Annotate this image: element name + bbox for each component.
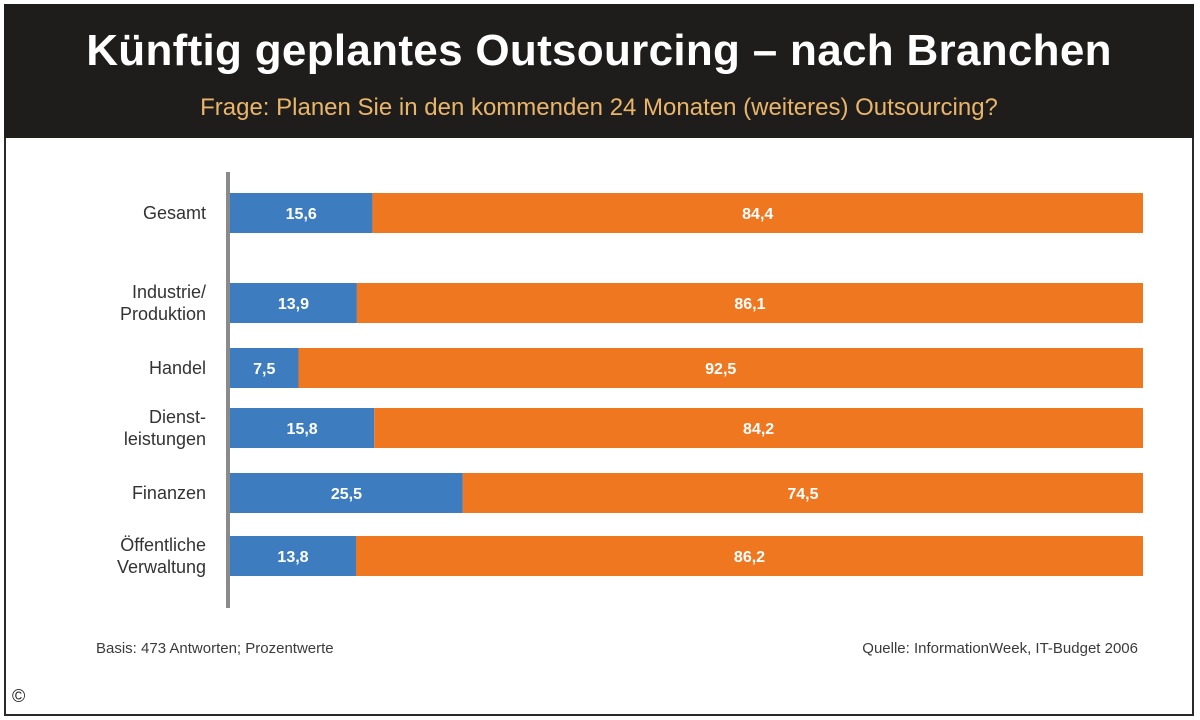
bar-segment xyxy=(462,473,1143,513)
bar-value-label: 13,9 xyxy=(278,296,309,313)
category-label: Industrie/Produktion xyxy=(120,282,206,324)
bar-value-label: 86,2 xyxy=(734,549,765,566)
bar-segment xyxy=(374,408,1143,448)
bar-value-label: 92,5 xyxy=(705,361,736,378)
category-label: Handel xyxy=(149,358,206,378)
bar-segment xyxy=(298,348,1144,388)
bar-value-label: 15,8 xyxy=(287,421,318,438)
bar-segment xyxy=(230,283,357,323)
category-label: Öffentliche Verwaltung xyxy=(117,535,206,577)
copyright-icon: © xyxy=(12,686,26,706)
bar-segment xyxy=(230,193,373,233)
bar-segment xyxy=(230,408,375,448)
footer-basis: Basis: 473 Antworten; Prozentwerte xyxy=(96,640,334,657)
category-label: Finanzen xyxy=(132,483,206,503)
bar-segment xyxy=(356,283,1144,323)
chart-header: Künftig geplantes Outsourcing – nach Bra… xyxy=(4,4,1194,138)
bar-segment xyxy=(230,536,356,576)
bar-value-label: 25,5 xyxy=(331,486,362,503)
bar-value-label: 86,1 xyxy=(734,296,765,313)
category-label: Dienst-leistungen xyxy=(124,407,206,449)
bar-value-label: 15,6 xyxy=(286,206,317,223)
bar-value-label: 13,8 xyxy=(277,549,308,566)
bar-segment xyxy=(355,536,1143,576)
bar-segment xyxy=(230,348,299,388)
bar-value-label: 7,5 xyxy=(253,361,275,378)
category-label: Gesamt xyxy=(143,203,206,223)
bar-value-label: 74,5 xyxy=(787,486,818,503)
chart-title: Künftig geplantes Outsourcing – nach Bra… xyxy=(86,26,1112,75)
bar-segment xyxy=(372,193,1144,233)
bar-segment xyxy=(230,473,463,513)
footer-source: Quelle: InformationWeek, IT-Budget 2006 xyxy=(862,640,1138,657)
bar-value-label: 84,4 xyxy=(742,206,773,223)
bar-value-label: 84,2 xyxy=(743,421,774,438)
chart-subtitle: Frage: Planen Sie in den kommenden 24 Mo… xyxy=(200,94,998,121)
